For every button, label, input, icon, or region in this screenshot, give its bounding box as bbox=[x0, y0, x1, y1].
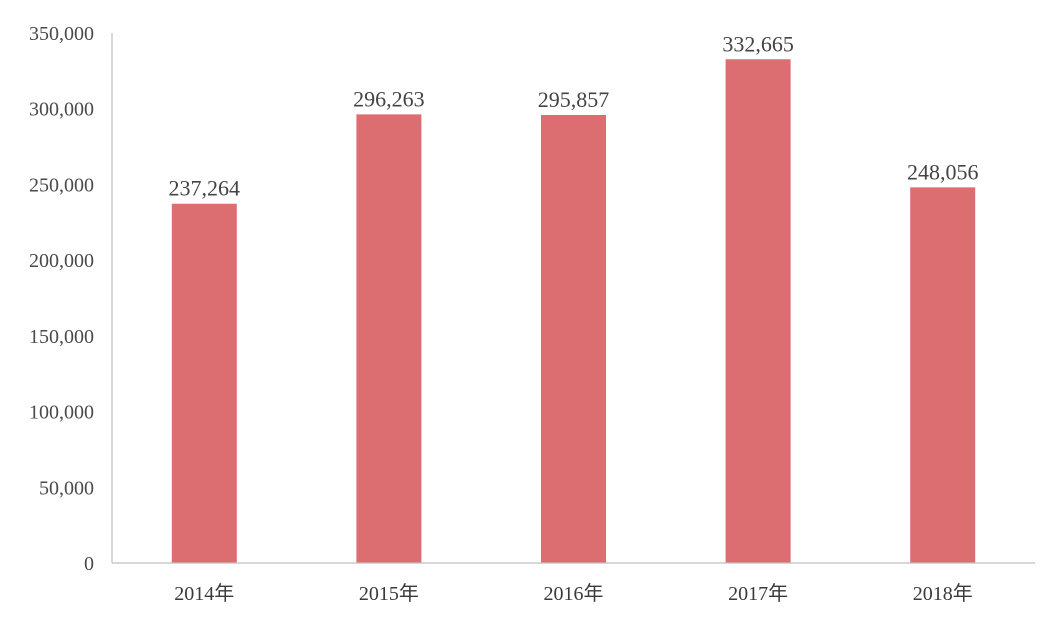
y-tick-label: 150,000 bbox=[29, 326, 94, 348]
bars: 237,264 296,263 295,857 332,665 248,056 bbox=[169, 31, 979, 563]
data-label: 295,857 bbox=[538, 87, 610, 112]
data-label: 296,263 bbox=[353, 86, 425, 111]
data-label: 332,665 bbox=[722, 31, 794, 56]
y-axis: 0 50,000 100,000 150,000 200,000 250,000 300,0… bbox=[29, 23, 113, 575]
y-tick-label: 250,000 bbox=[29, 174, 94, 196]
y-tick-label: 200,000 bbox=[29, 250, 94, 272]
x-axis: 2014年 2015年 2016年 2017年 2018年 bbox=[112, 562, 1035, 605]
x-tick-label: 2015年 bbox=[359, 582, 419, 605]
bar bbox=[541, 114, 606, 563]
bar bbox=[910, 187, 976, 563]
y-tick-label: 350,000 bbox=[29, 23, 94, 45]
x-tick-label: 2018年 bbox=[913, 582, 973, 605]
y-tick-label: 100,000 bbox=[29, 402, 94, 424]
y-tick-label: 300,000 bbox=[29, 99, 94, 121]
bar bbox=[725, 59, 791, 563]
x-tick-label: 2014年 bbox=[174, 582, 234, 605]
data-label: 237,264 bbox=[169, 176, 241, 201]
bar bbox=[171, 203, 237, 563]
x-tick-label: 2016年 bbox=[544, 582, 604, 605]
x-tick-label: 2017年 bbox=[728, 582, 788, 605]
bar bbox=[356, 114, 422, 563]
y-tick-label: 0 bbox=[84, 553, 94, 575]
y-tick-label: 50,000 bbox=[39, 477, 94, 499]
data-label: 248,056 bbox=[907, 159, 979, 184]
